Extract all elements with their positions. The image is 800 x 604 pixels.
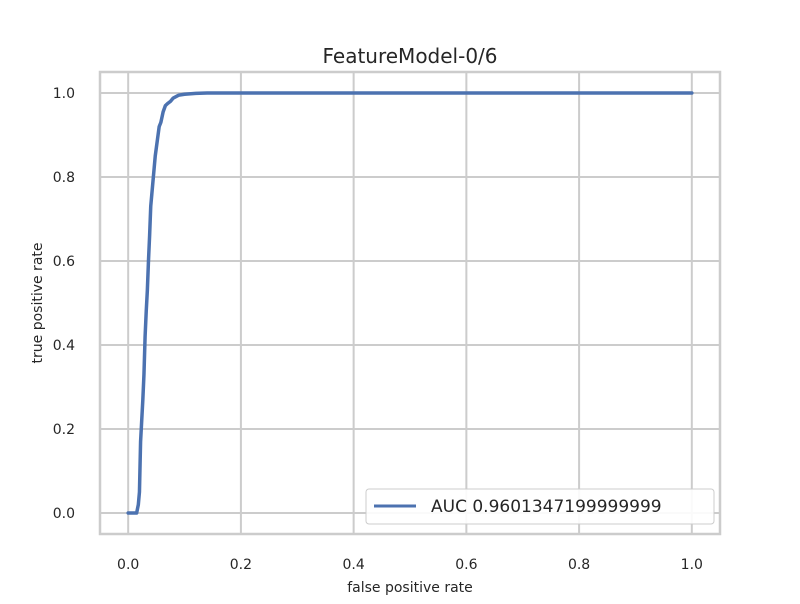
x-tick-labels: 0.0 0.2 0.4 0.6 0.8 1.0 (117, 557, 703, 573)
grid-lines (100, 72, 720, 534)
legend: AUC 0.9601347199999999 (365, 488, 715, 525)
x-axis-label: false positive rate (347, 580, 473, 596)
y-tick-label: 0.2 (53, 422, 75, 438)
x-tick-label: 0.6 (455, 557, 477, 573)
chart-title: FeatureModel-0/6 (322, 44, 497, 68)
y-axis-label: true positive rate (30, 243, 46, 364)
y-tick-label: 0.6 (53, 254, 75, 270)
y-tick-labels: 0.0 0.2 0.4 0.6 0.8 1.0 (53, 86, 75, 522)
y-tick-label: 0.8 (53, 170, 75, 186)
plot-frame (98, 70, 722, 536)
x-tick-label: 0.4 (343, 557, 365, 573)
legend-box (365, 488, 715, 525)
y-tick-label: 1.0 (53, 86, 75, 102)
y-tick-label: 0.4 (53, 338, 75, 354)
x-tick-label: 0.2 (230, 557, 252, 573)
x-tick-label: 0.8 (568, 557, 590, 573)
roc-curve-line (126, 91, 694, 515)
y-tick-label: 0.0 (53, 506, 75, 522)
x-tick-label: 1.0 (681, 557, 703, 573)
x-tick-label: 0.0 (117, 557, 139, 573)
series-layer (126, 91, 694, 515)
legend-label: AUC 0.9601347199999999 (431, 497, 662, 517)
